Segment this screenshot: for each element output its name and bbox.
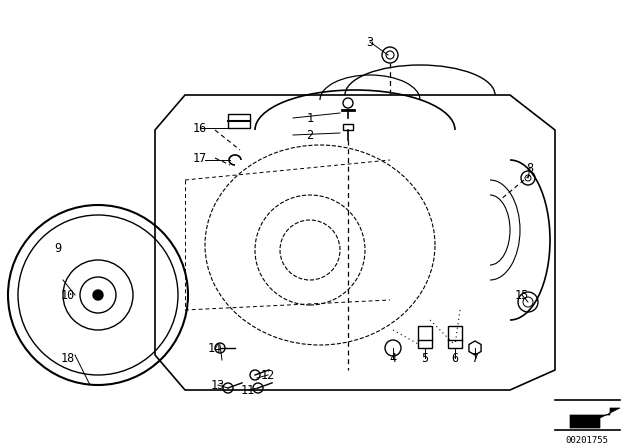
Text: 16: 16 <box>193 121 207 134</box>
Bar <box>228 114 250 128</box>
Bar <box>418 326 432 348</box>
Bar <box>343 124 353 130</box>
Text: 6: 6 <box>451 352 459 365</box>
Text: 2: 2 <box>307 129 314 142</box>
Text: 1: 1 <box>307 112 314 125</box>
Text: 18: 18 <box>61 352 75 365</box>
Text: 14: 14 <box>208 341 222 354</box>
Bar <box>448 326 462 348</box>
Text: 7: 7 <box>472 352 479 365</box>
Text: 13: 13 <box>211 379 225 392</box>
Text: 15: 15 <box>515 289 529 302</box>
Text: 9: 9 <box>54 241 61 254</box>
Circle shape <box>93 290 103 300</box>
Text: 3: 3 <box>367 35 374 48</box>
Text: 5: 5 <box>421 352 429 365</box>
Text: 00201755: 00201755 <box>566 435 609 444</box>
Text: 17: 17 <box>193 151 207 164</box>
Text: 10: 10 <box>61 289 75 302</box>
Text: 11: 11 <box>241 383 255 396</box>
Text: 8: 8 <box>527 161 534 175</box>
Text: 12: 12 <box>261 369 275 382</box>
Text: 4: 4 <box>389 352 397 365</box>
Polygon shape <box>570 408 620 428</box>
